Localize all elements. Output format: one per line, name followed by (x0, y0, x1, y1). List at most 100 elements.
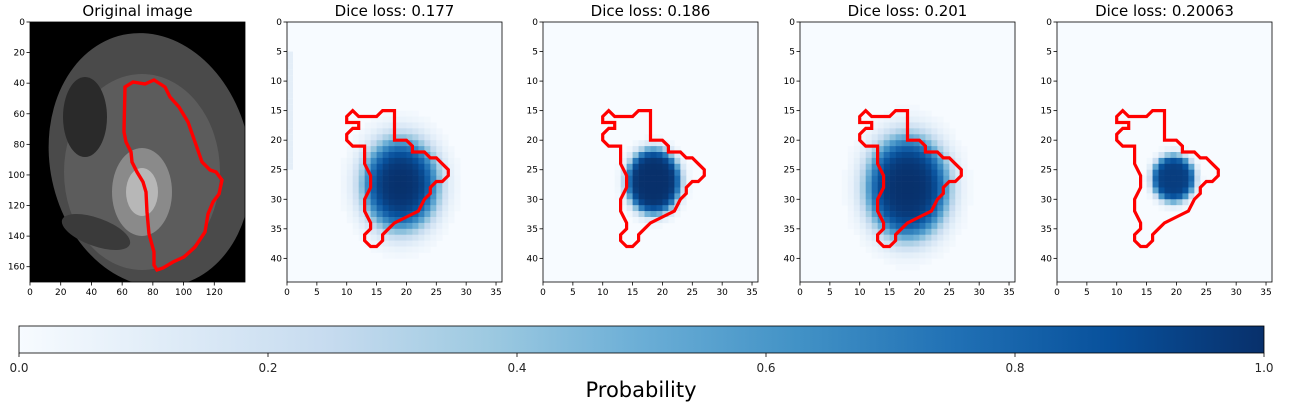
colorbar-tick-label: 1.0 (1254, 361, 1273, 375)
heatmap-cell (871, 199, 878, 206)
heatmap-cell (925, 175, 932, 182)
y-tick-label: 10 (527, 77, 539, 87)
heatmap-cell (626, 152, 633, 159)
heatmap-cell (418, 246, 425, 253)
heatmap-cell (1170, 175, 1177, 182)
heatmap-cell (442, 146, 449, 153)
heatmap-cell (376, 169, 383, 176)
heatmap-cell (907, 187, 914, 194)
heatmap-cell (656, 205, 663, 212)
heatmap-cell (889, 228, 896, 236)
heatmap-cell (907, 228, 914, 236)
colorbar-label: Probability (585, 378, 696, 402)
heatmap-cell (614, 187, 621, 194)
heatmap-cell (853, 217, 861, 224)
heatmap-cell (626, 163, 633, 171)
heatmap-cell (412, 128, 419, 135)
heatmap-cell (883, 110, 890, 117)
heatmap-cell (895, 104, 902, 111)
heatmap-cell (436, 234, 443, 241)
heatmap-cell (644, 152, 651, 159)
heatmap-cell (400, 193, 407, 200)
heatmap-cell (859, 211, 866, 218)
heatmap-cell (376, 152, 383, 159)
heatmap-cell (883, 193, 890, 200)
heatmap-cell (943, 169, 950, 176)
heatmap-cell (388, 211, 395, 218)
heatmap-cell (967, 187, 974, 194)
heatmap-cell (853, 228, 861, 236)
heatmap-cell (1188, 175, 1195, 182)
heatmap-cell (907, 199, 914, 206)
heatmap-cell (388, 217, 395, 224)
heatmap-cell (913, 264, 920, 271)
heatmap-cell (949, 217, 956, 224)
heatmap-cell (931, 252, 938, 259)
heatmap-cell (937, 157, 944, 165)
heatmap-cell (883, 169, 890, 176)
heatmap-cell (895, 175, 902, 182)
heatmap-cell (907, 104, 914, 111)
heatmap-cell (937, 217, 944, 224)
heatmap-cell (937, 222, 944, 230)
heatmap-cell (388, 110, 395, 117)
heatmap-cell (1176, 187, 1183, 194)
heatmap-cell (883, 222, 890, 230)
heatmap-cell (841, 169, 849, 176)
heatmap-cell (895, 122, 902, 129)
heatmap-cell (961, 163, 968, 171)
x-tick-label: 35 (1003, 288, 1014, 298)
heatmap-cell (644, 217, 651, 224)
heatmap-cell (388, 146, 395, 153)
heatmap-cell (901, 234, 908, 241)
heatmap-cell (430, 228, 437, 236)
y-tick-label: 5 (276, 48, 282, 58)
heatmap-cell (847, 217, 855, 224)
heatmap-cell (424, 134, 431, 141)
heatmap-cell (883, 140, 890, 147)
heatmap-cell (865, 234, 872, 241)
heatmap-cell (919, 199, 926, 206)
heatmap-cell (913, 134, 920, 141)
axes-frame (1056, 21, 1273, 283)
heatmap-cell (358, 222, 365, 230)
heatmap-cell (650, 169, 657, 176)
y-tick-label: 0 (789, 18, 795, 28)
heatmap-cell (955, 146, 962, 153)
y-tick-label: 0 (276, 18, 282, 28)
tumor-contour (345, 108, 450, 249)
heatmap-cell (925, 140, 932, 147)
x-tick-label: 25 (1201, 288, 1212, 298)
heatmap-cell (394, 199, 401, 206)
heatmap-edge-cell (287, 146, 293, 152)
heatmap-cell (400, 199, 407, 206)
heatmap-cell (937, 163, 944, 171)
heatmap-cell (1194, 181, 1201, 188)
heatmap-cell (931, 152, 938, 159)
heatmap-cell (340, 181, 348, 188)
heatmap-cell (650, 134, 657, 141)
heatmap-cell (388, 152, 395, 159)
heatmap-cell (352, 140, 359, 147)
heatmap-cell (442, 157, 449, 165)
heatmap-cell (662, 146, 669, 153)
heatmap-cell (454, 187, 461, 194)
heatmap-cell (370, 134, 377, 141)
heatmap-cell (937, 252, 944, 259)
heatmap-cell (388, 187, 395, 194)
heatmap-cell (674, 152, 681, 159)
sulcus-dark (61, 213, 131, 251)
heatmap-cell (424, 157, 431, 165)
y-tick-label: 15 (271, 107, 282, 117)
y-tick-label: 5 (789, 48, 795, 58)
heatmap-cell (949, 228, 956, 236)
heatmap-cell (370, 211, 377, 218)
heatmap-edge-cell (287, 163, 293, 170)
heatmap-cell (644, 157, 651, 165)
heatmap-cell (1188, 187, 1195, 194)
heatmap-cell (1158, 193, 1165, 200)
heatmap-cell (424, 140, 431, 147)
heatmap-cell (931, 211, 938, 218)
heatmap-cell (632, 157, 639, 165)
heatmap-cell (961, 193, 968, 200)
